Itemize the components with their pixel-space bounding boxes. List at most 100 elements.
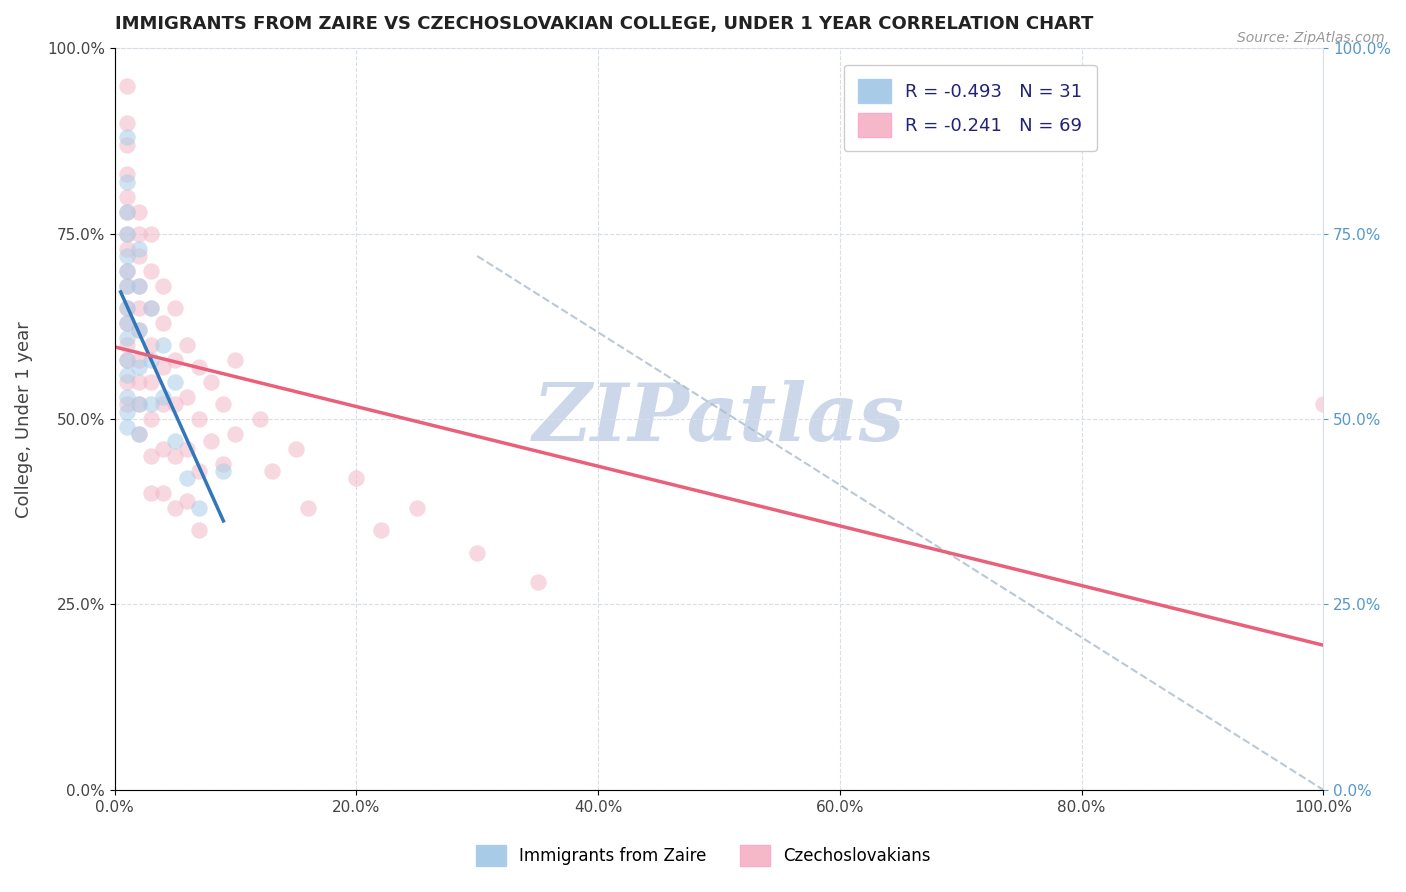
Point (115, 137, 138, 152)
Point (115, 249, 138, 263)
Point (115, 168, 138, 182)
Point (188, 412, 211, 426)
Point (249, 412, 271, 426)
Point (115, 264, 138, 278)
Point (188, 464, 211, 478)
Point (115, 352, 138, 367)
Point (1312, 397, 1334, 411)
Point (212, 397, 235, 411)
Point (152, 486, 174, 500)
Point (115, 405, 138, 419)
Point (405, 501, 427, 516)
Point (152, 338, 174, 352)
Point (284, 442, 307, 456)
Point (152, 442, 174, 456)
Point (344, 471, 367, 485)
Point (128, 397, 150, 411)
Point (115, 352, 138, 367)
Point (128, 427, 150, 442)
Point (526, 575, 548, 590)
Point (115, 278, 138, 293)
Point (128, 397, 150, 411)
Point (115, 301, 138, 315)
Point (163, 301, 186, 315)
Point (200, 434, 222, 449)
Point (115, 419, 138, 434)
Point (139, 301, 162, 315)
Point (200, 375, 222, 389)
Point (176, 338, 198, 352)
Point (163, 352, 186, 367)
Point (188, 501, 211, 516)
Point (128, 204, 150, 219)
Point (176, 390, 198, 404)
Point (128, 323, 150, 337)
Point (188, 360, 211, 375)
Point (115, 130, 138, 145)
Point (128, 301, 150, 315)
Point (139, 375, 162, 389)
Point (370, 524, 392, 538)
Y-axis label: College, Under 1 year: College, Under 1 year (15, 321, 32, 517)
Point (212, 464, 235, 478)
Point (152, 278, 174, 293)
Point (115, 316, 138, 330)
Point (115, 316, 138, 330)
Point (212, 457, 235, 471)
Text: IMMIGRANTS FROM ZAIRE VS CZECHOSLOVAKIAN COLLEGE, UNDER 1 YEAR CORRELATION CHART: IMMIGRANTS FROM ZAIRE VS CZECHOSLOVAKIAN… (115, 15, 1092, 33)
Point (152, 397, 174, 411)
Point (115, 78, 138, 93)
Point (139, 227, 162, 241)
Point (260, 464, 283, 478)
Point (224, 427, 246, 442)
Point (128, 278, 150, 293)
Point (139, 449, 162, 463)
Point (139, 352, 162, 367)
Text: ZIPatlas: ZIPatlas (533, 380, 905, 458)
Point (176, 442, 198, 456)
Point (115, 204, 138, 219)
Legend: Immigrants from Zaire, Czechoslovakians: Immigrants from Zaire, Czechoslovakians (467, 837, 939, 875)
Point (152, 390, 174, 404)
Point (128, 278, 150, 293)
Point (128, 323, 150, 337)
Point (128, 227, 150, 241)
Text: Source: ZipAtlas.com: Source: ZipAtlas.com (1237, 31, 1385, 45)
Point (139, 338, 162, 352)
Point (163, 375, 186, 389)
Point (128, 360, 150, 375)
Point (188, 524, 211, 538)
Point (128, 427, 150, 442)
Point (163, 397, 186, 411)
Point (465, 545, 488, 559)
Point (115, 375, 138, 389)
Point (139, 412, 162, 426)
Point (224, 352, 246, 367)
Point (115, 338, 138, 352)
Point (115, 390, 138, 404)
Legend: R = -0.493   N = 31, R = -0.241   N = 69: R = -0.493 N = 31, R = -0.241 N = 69 (844, 65, 1097, 151)
Point (115, 368, 138, 382)
Point (128, 249, 150, 263)
Point (115, 175, 138, 189)
Point (128, 352, 150, 367)
Point (139, 264, 162, 278)
Point (163, 501, 186, 516)
Point (176, 493, 198, 508)
Point (115, 204, 138, 219)
Point (139, 486, 162, 500)
Point (115, 330, 138, 344)
Point (139, 301, 162, 315)
Point (163, 449, 186, 463)
Point (128, 242, 150, 256)
Point (163, 434, 186, 449)
Point (115, 242, 138, 256)
Point (115, 278, 138, 293)
Point (139, 397, 162, 411)
Point (115, 397, 138, 411)
Point (115, 115, 138, 129)
Point (176, 471, 198, 485)
Point (115, 301, 138, 315)
Point (115, 264, 138, 278)
Point (115, 227, 138, 241)
